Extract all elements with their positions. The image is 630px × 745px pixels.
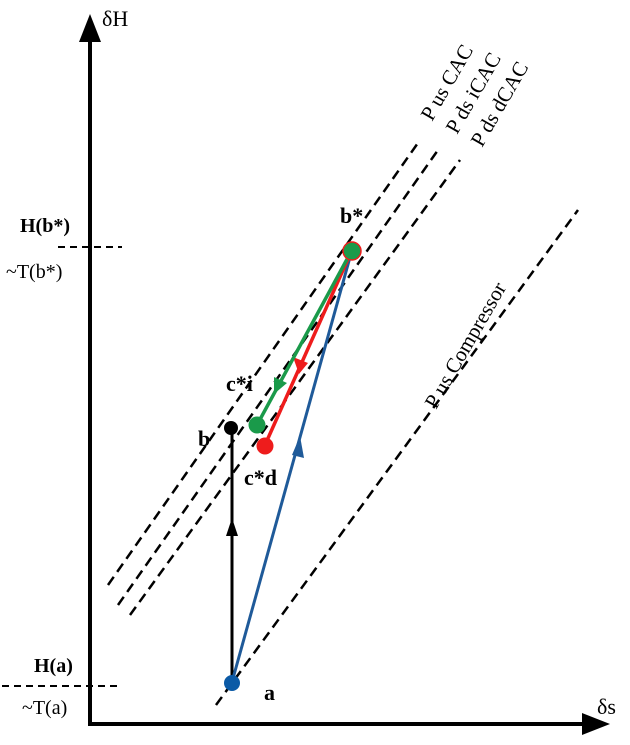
tick-label-t-b-star: ~T(b*) xyxy=(6,261,62,283)
isobar-ds-dcac xyxy=(128,159,462,616)
isobar-us-compressor xyxy=(214,209,580,706)
y-axis-arrowhead xyxy=(79,14,101,42)
tick-label-t-a: ~T(a) xyxy=(22,697,67,719)
y-axis-label: δH xyxy=(102,6,128,31)
point-c-star-i xyxy=(248,416,266,434)
point-c-star-d xyxy=(256,437,274,455)
point-label-b-star: b* xyxy=(340,203,363,228)
point-a xyxy=(224,675,240,691)
isobar-ds-icac xyxy=(116,149,440,606)
point-label-b: b xyxy=(198,426,210,451)
tick-label-h-b-star: H(b*) xyxy=(20,215,70,237)
tick-label-h-a: H(a) xyxy=(34,655,73,677)
path-b-star-to-c-star-i-arrowhead xyxy=(274,377,287,394)
point-label-a: a xyxy=(264,680,275,705)
path-b-star-to-c-star-d-arrowhead xyxy=(293,357,308,374)
path-a-to-b-star xyxy=(230,249,354,683)
path-a-to-b-arrowhead xyxy=(226,518,238,536)
point-b-star xyxy=(342,241,362,261)
isobar-us-cac xyxy=(106,139,422,586)
point-label-c-star-i: c*i xyxy=(226,371,253,396)
isobar-label-us-compressor: P us Compressor xyxy=(420,278,512,413)
path-b-star-to-c-star-d xyxy=(263,249,354,446)
path-a-to-b-star-arrowhead xyxy=(292,436,304,458)
point-label-c-star-d: c*d xyxy=(244,465,277,490)
point-b xyxy=(224,421,238,435)
path-b-star-to-c-star-i xyxy=(255,249,354,426)
x-axis-arrowhead xyxy=(582,713,610,735)
x-axis-label: δs xyxy=(597,694,616,719)
